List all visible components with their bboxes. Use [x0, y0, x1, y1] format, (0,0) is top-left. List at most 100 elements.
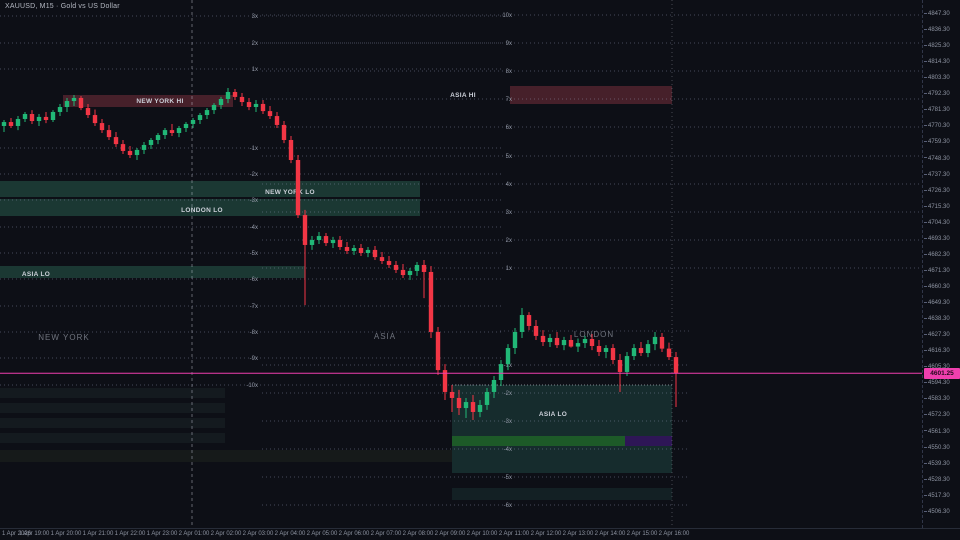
- candle[interactable]: [106, 124, 112, 140]
- candlestick-chart-canvas[interactable]: 3x 2x 1x -1x -2x -3x -4x -5x -6x -7x -8x -9x -10x 10x…: [0, 0, 922, 528]
- candle[interactable]: [8, 117, 14, 129]
- candle[interactable]: [624, 351, 630, 377]
- candle[interactable]: [302, 209, 308, 306]
- candle[interactable]: [85, 103, 91, 118]
- candle[interactable]: [288, 136, 294, 164]
- candle[interactable]: [155, 132, 161, 145]
- candle[interactable]: [533, 320, 539, 340]
- candle[interactable]: [281, 121, 287, 144]
- candle[interactable]: [421, 260, 427, 299]
- candle[interactable]: [365, 247, 371, 258]
- candle[interactable]: [57, 103, 63, 117]
- candle[interactable]: [575, 338, 581, 352]
- candle[interactable]: [22, 111, 28, 123]
- price-tick-label: 4671.30: [924, 268, 950, 274]
- candle[interactable]: [652, 331, 658, 351]
- candle[interactable]: [379, 251, 385, 264]
- candle[interactable]: [456, 389, 462, 416]
- candle[interactable]: [267, 105, 273, 119]
- candle[interactable]: [204, 108, 210, 119]
- candle[interactable]: [407, 268, 413, 280]
- candle[interactable]: [449, 384, 455, 412]
- candle[interactable]: [344, 242, 350, 255]
- candle[interactable]: [169, 123, 175, 137]
- candle[interactable]: [519, 308, 525, 338]
- candle[interactable]: [442, 364, 448, 400]
- candle[interactable]: [316, 231, 322, 244]
- candle[interactable]: [554, 331, 560, 349]
- candle[interactable]: [561, 336, 567, 351]
- candle[interactable]: [603, 345, 609, 359]
- candle[interactable]: [582, 335, 588, 349]
- candle[interactable]: [197, 112, 203, 124]
- candle[interactable]: [526, 312, 532, 331]
- candle[interactable]: [15, 116, 21, 131]
- candle[interactable]: [323, 232, 329, 246]
- candle[interactable]: [589, 334, 595, 351]
- candle[interactable]: [260, 100, 266, 115]
- candle[interactable]: [610, 344, 616, 365]
- candle[interactable]: [183, 122, 189, 132]
- candle[interactable]: [631, 344, 637, 360]
- candle[interactable]: [127, 145, 133, 158]
- candle[interactable]: [134, 148, 140, 160]
- candle[interactable]: [673, 351, 679, 408]
- candle[interactable]: [50, 110, 56, 123]
- candle[interactable]: [568, 335, 574, 348]
- candle[interactable]: [246, 97, 252, 111]
- candle[interactable]: [470, 395, 476, 420]
- candle[interactable]: [638, 342, 644, 357]
- candle[interactable]: [484, 388, 490, 410]
- candle[interactable]: [64, 97, 70, 112]
- candle[interactable]: [253, 100, 259, 112]
- candle[interactable]: [393, 261, 399, 273]
- candle[interactable]: [435, 327, 441, 376]
- candle[interactable]: [659, 332, 665, 352]
- candle[interactable]: [372, 245, 378, 260]
- candle[interactable]: [337, 236, 343, 250]
- candle[interactable]: [540, 330, 546, 346]
- candle[interactable]: [1, 120, 7, 132]
- candle[interactable]: [477, 400, 483, 418]
- candle[interactable]: [148, 137, 154, 150]
- candle[interactable]: [547, 334, 553, 348]
- candle[interactable]: [505, 344, 511, 371]
- candle[interactable]: [596, 340, 602, 357]
- candle[interactable]: [92, 109, 98, 126]
- candle[interactable]: [218, 96, 224, 110]
- candle[interactable]: [36, 114, 42, 126]
- candle[interactable]: [414, 262, 420, 276]
- candle[interactable]: [274, 111, 280, 129]
- price-axis[interactable]: 4601.25 4847.30 4836.30 4825.30 4814.30 4803…: [922, 0, 960, 528]
- candle[interactable]: [400, 263, 406, 278]
- candle[interactable]: [512, 328, 518, 355]
- candle[interactable]: [120, 140, 126, 155]
- candle[interactable]: [43, 111, 49, 124]
- candle[interactable]: [463, 397, 469, 418]
- candle[interactable]: [176, 125, 182, 138]
- candle[interactable]: [666, 342, 672, 360]
- candle[interactable]: [351, 244, 357, 256]
- candle[interactable]: [190, 117, 196, 129]
- candle[interactable]: [162, 128, 168, 139]
- candle[interactable]: [330, 236, 336, 249]
- candle[interactable]: [295, 155, 301, 218]
- candle[interactable]: [71, 95, 77, 106]
- candle[interactable]: [141, 142, 147, 155]
- candle[interactable]: [29, 110, 35, 124]
- candle[interactable]: [491, 376, 497, 398]
- candle[interactable]: [428, 265, 434, 338]
- candle[interactable]: [645, 340, 651, 358]
- candle[interactable]: [232, 89, 238, 100]
- candle[interactable]: [113, 131, 119, 148]
- candle[interactable]: [386, 256, 392, 269]
- candle[interactable]: [78, 96, 84, 111]
- candle[interactable]: [358, 243, 364, 257]
- candle[interactable]: [211, 103, 217, 115]
- candle[interactable]: [239, 92, 245, 106]
- time-axis[interactable]: 1 Apr 2026 1 Apr 19:00 1 Apr 20:00 1 Apr 21…: [0, 528, 960, 540]
- symbol-title[interactable]: XAUUSD, M15 · Gold vs US Dollar: [5, 3, 120, 10]
- candle[interactable]: [99, 118, 105, 133]
- candle[interactable]: [309, 236, 315, 250]
- candle[interactable]: [225, 88, 231, 104]
